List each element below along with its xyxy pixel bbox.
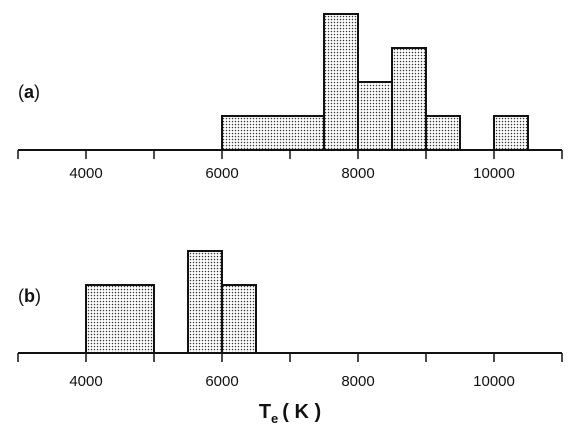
x-axis-title-main: T xyxy=(259,401,271,423)
x-axis-title: Te ( K ) xyxy=(259,401,321,426)
x-axis-title-subscript: e xyxy=(271,411,278,426)
panel-label-b: (b) xyxy=(18,286,41,306)
x-axis-title-units: ( K ) xyxy=(282,401,321,423)
panel-label-a: (a) xyxy=(18,82,40,102)
x-tick-label-a-4000: 4000 xyxy=(69,165,102,182)
histogram-bar-a-9000 xyxy=(425,115,461,151)
x-tick-label-b-8000: 8000 xyxy=(341,373,374,390)
x-tick-label-a-6000: 6000 xyxy=(205,165,238,182)
histogram-bar-a-7500 xyxy=(323,13,359,151)
x-tick-label-a-8000: 8000 xyxy=(341,165,374,182)
histogram-bar-a-6000 xyxy=(221,115,325,151)
x-tick-label-b-4000: 4000 xyxy=(69,373,102,390)
x-tick-label-b-10000: 10000 xyxy=(473,373,515,390)
x-tick-label-b-6000: 6000 xyxy=(205,373,238,390)
histogram-bar-a-8500 xyxy=(391,47,427,151)
histogram-bar-a-10000 xyxy=(493,115,529,151)
panel-b: 4000 6000 8000 10000 (b) xyxy=(17,250,563,390)
panel-a: 4000 6000 8000 10000 (a) xyxy=(17,13,563,182)
histogram-bar-a-8000 xyxy=(357,81,393,151)
histogram-bar-b-4000 xyxy=(85,284,155,354)
histogram-bar-b-6000 xyxy=(221,284,257,354)
x-tick-label-a-10000: 10000 xyxy=(473,165,515,182)
histogram-bar-b-5500 xyxy=(187,250,223,354)
